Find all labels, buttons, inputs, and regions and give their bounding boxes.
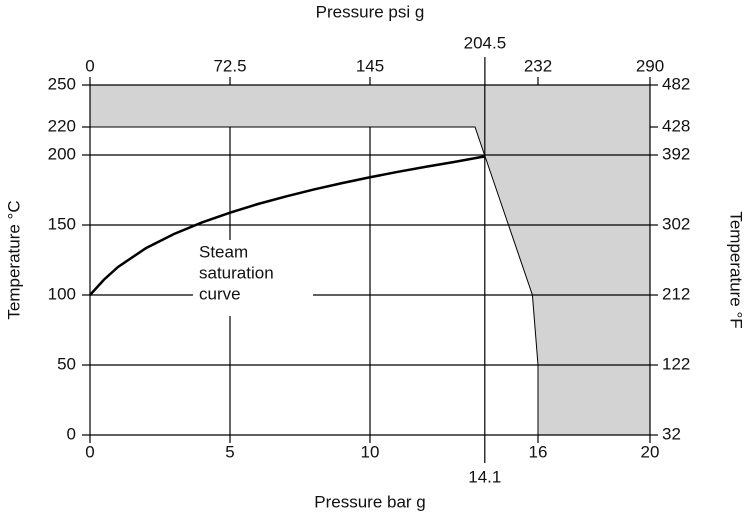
- y2-tick-label: 122: [662, 354, 690, 373]
- x2-tick-label: 0: [85, 56, 94, 75]
- y-tick-label: 250: [48, 74, 76, 93]
- x-tick-label: 16: [529, 442, 548, 461]
- x2-tick-label: 290: [636, 56, 664, 75]
- y2-tick-label: 428: [662, 116, 690, 135]
- x2-tick-label: 204.5: [464, 33, 507, 52]
- annotation: saturation: [199, 263, 274, 282]
- x-tick-label: 20: [641, 442, 660, 461]
- y2-tick-label: 32: [662, 424, 681, 443]
- x-tick-label: 14.1: [468, 467, 501, 486]
- y2-tick-label: 482: [662, 74, 690, 93]
- y-tick-label: 100: [48, 284, 76, 303]
- y2-axis-label: Temperature °F: [727, 211, 746, 328]
- y-tick-label: 150: [48, 214, 76, 233]
- y-tick-label: 50: [57, 354, 76, 373]
- x2-tick-label: 145: [356, 56, 384, 75]
- x-axis-label: Pressure bar g: [314, 492, 426, 511]
- y2-tick-label: 392: [662, 144, 690, 163]
- y-tick-label: 0: [67, 424, 76, 443]
- y-tick-label: 220: [48, 116, 76, 135]
- x-tick-label: 10: [361, 442, 380, 461]
- x2-tick-label: 72.5: [213, 56, 246, 75]
- x2-axis-label: Pressure psi g: [316, 2, 425, 21]
- annotation: curve: [199, 284, 241, 303]
- y2-tick-label: 302: [662, 214, 690, 233]
- y-tick-label: 200: [48, 144, 76, 163]
- annotation: Steam: [199, 242, 248, 261]
- y2-tick-label: 212: [662, 284, 690, 303]
- x2-tick-label: 232: [524, 56, 552, 75]
- annotation-background: [193, 240, 313, 316]
- saturation-curve: [89, 155, 486, 296]
- x-tick-label: 5: [225, 442, 234, 461]
- x-tick-label: 0: [85, 442, 94, 461]
- y-axis-label: Temperature °C: [4, 200, 23, 319]
